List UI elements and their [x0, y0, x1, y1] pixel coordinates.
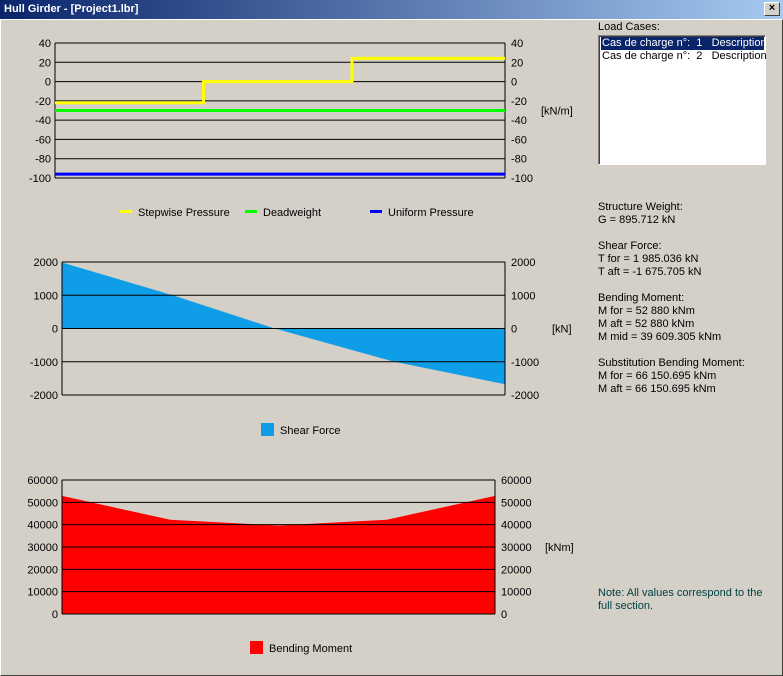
- y-tick-label-left: 0: [52, 609, 58, 621]
- shear-force-chart: 2000 2000 1000 1000 0 0 -1000 -1000 -2000 -2000 [k…: [30, 257, 572, 437]
- y-tick-label-left: 30000: [27, 542, 58, 554]
- y-tick-label-right: 30000: [501, 542, 532, 554]
- y-tick-label-right: 40: [511, 38, 523, 50]
- shear-force-for: T for = 1 985.036 kN: [598, 253, 699, 265]
- substitution-moment-for: M for = 66 150.695 kNm: [598, 370, 717, 382]
- bending-moment-chart: 60000 60000 50000 50000 40000 40000 30000 30000…: [27, 475, 573, 655]
- y-tick-label-right: -1000: [511, 357, 539, 369]
- structure-weight-value: G = 895.712 kN: [598, 214, 676, 226]
- legend-label: Uniform Pressure: [388, 207, 474, 219]
- series-line-0: [55, 56, 505, 105]
- y-tick-label-left: -2000: [30, 390, 58, 402]
- y-tick-label-right: -100: [511, 173, 533, 185]
- title-bar[interactable]: Hull Girder - [Project1.lbr] ×: [0, 0, 783, 19]
- y-tick-label-left: -40: [35, 115, 51, 127]
- shear-force-title: Shear Force:: [598, 240, 662, 252]
- substitution-moment-aft: M aft = 66 150.695 kNm: [598, 383, 716, 395]
- legend-swatch: [120, 210, 132, 213]
- y-tick-label-left: 0: [52, 324, 58, 336]
- distributed-load-chart: 40 40 20 20 0 0 -20 -20 -40 -40 -60 -60 -80 -80 -100 -1…: [29, 38, 573, 219]
- y-tick-label-right: -20: [511, 96, 527, 108]
- y-tick-label-left: 1000: [34, 290, 58, 302]
- y-tick-label-left: 50000: [27, 497, 58, 509]
- y-tick-label-left: -1000: [30, 357, 58, 369]
- y-tick-label-right: -80: [511, 154, 527, 166]
- unit-label: [kN/m]: [541, 106, 573, 118]
- y-tick-label-left: 10000: [27, 587, 58, 599]
- legend-label: Shear Force: [280, 425, 341, 437]
- series-area-0: [62, 495, 495, 614]
- load-cases-list[interactable]: Cas de charge n°: 1 Description Cas de c…: [598, 35, 767, 165]
- structure-weight-title: Structure Weight:: [598, 201, 683, 213]
- window-title: Hull Girder - [Project1.lbr]: [4, 3, 139, 15]
- legend-label: Deadweight: [263, 207, 321, 219]
- y-tick-label-right: 1000: [511, 290, 535, 302]
- unit-label: [kN]: [552, 324, 572, 336]
- y-tick-label-right: 20000: [501, 564, 532, 576]
- legend-swatch: [261, 423, 274, 436]
- y-tick-label-left: -60: [35, 134, 51, 146]
- y-tick-label-right: 0: [501, 609, 507, 621]
- y-tick-label-right: -2000: [511, 390, 539, 402]
- load-case-item-2[interactable]: Cas de charge n°: 2 Description: [602, 50, 767, 62]
- y-tick-label-right: 50000: [501, 497, 532, 509]
- note-text: Note: All values correspond to the full …: [598, 587, 763, 612]
- shear-force-aft: T aft = -1 675.705 kN: [598, 266, 702, 278]
- bending-moment-mid: M mid = 39 609.305 kNm: [598, 331, 722, 343]
- bending-moment-title: Bending Moment:: [598, 292, 685, 304]
- close-button[interactable]: ×: [764, 2, 780, 16]
- y-tick-label-right: -60: [511, 134, 527, 146]
- y-tick-label-left: 60000: [27, 475, 58, 487]
- y-tick-label-right: 10000: [501, 587, 532, 599]
- y-tick-label-right: 40000: [501, 520, 532, 532]
- series-area-0: [62, 262, 505, 385]
- load-cases-label: Load Cases:: [598, 21, 660, 33]
- y-tick-label-right: 20: [511, 57, 523, 69]
- load-case-item-1[interactable]: Cas de charge n°: 1 Description: [601, 37, 767, 50]
- y-tick-label-right: 2000: [511, 257, 535, 269]
- y-tick-label-left: 20000: [27, 564, 58, 576]
- substitution-moment-title: Substitution Bending Moment:: [598, 357, 745, 369]
- legend-swatch: [245, 210, 257, 213]
- y-tick-label-right: 60000: [501, 475, 532, 487]
- y-tick-label-right: 0: [511, 77, 517, 89]
- y-tick-label-right: -40: [511, 115, 527, 127]
- y-tick-label-left: 0: [45, 77, 51, 89]
- bending-moment-aft: M aft = 52 880 kNm: [598, 318, 695, 330]
- y-tick-label-left: -20: [35, 96, 51, 108]
- y-tick-label-left: -80: [35, 154, 51, 166]
- legend-swatch: [250, 641, 263, 654]
- legend-label: Stepwise Pressure: [138, 207, 230, 219]
- unit-label: [kNm]: [545, 542, 574, 554]
- legend-swatch: [370, 210, 382, 213]
- y-tick-label-left: 2000: [34, 257, 58, 269]
- y-tick-label-left: 40: [39, 38, 51, 50]
- y-tick-label-left: -100: [29, 173, 51, 185]
- y-tick-label-right: 0: [511, 324, 517, 336]
- y-tick-label-left: 40000: [27, 520, 58, 532]
- bending-moment-for: M for = 52 880 kNm: [598, 305, 695, 317]
- legend-label: Bending Moment: [269, 643, 352, 655]
- y-tick-label-left: 20: [39, 57, 51, 69]
